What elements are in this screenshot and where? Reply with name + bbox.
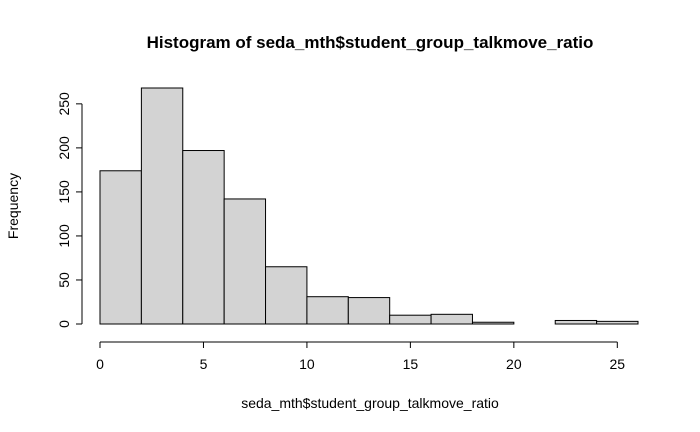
x-tick-label: 20	[506, 356, 522, 372]
histogram-bar	[265, 266, 308, 325]
bars-group	[99, 87, 639, 325]
x-tick-label: 0	[96, 356, 104, 372]
histogram-bar	[471, 321, 515, 325]
histogram-bar	[596, 320, 639, 325]
histogram-bar	[430, 313, 473, 325]
y-axis: 0 50 100 150 200 250	[56, 92, 83, 328]
y-tick-label: 100	[56, 224, 72, 248]
y-tick-label: 250	[56, 92, 72, 116]
chart-title: Histogram of seda_mth$student_group_talk…	[147, 33, 594, 52]
y-tick-label: 0	[56, 320, 72, 328]
x-axis: 0 5 10 15 20 25	[96, 341, 626, 372]
histogram-bar	[223, 198, 267, 325]
histogram-bar	[554, 319, 598, 325]
histogram-bar	[140, 87, 184, 325]
histogram-bar	[99, 170, 142, 325]
histogram-bar	[306, 296, 349, 325]
y-axis-label: Frequency	[5, 173, 21, 239]
x-tick-label: 15	[403, 356, 419, 372]
histogram-bar	[182, 150, 225, 325]
histogram-bar	[347, 297, 391, 325]
x-tick-label: 10	[299, 356, 315, 372]
x-tick-label: 5	[200, 356, 208, 372]
x-axis-label: seda_mth$student_group_talkmove_ratio	[241, 395, 499, 411]
x-tick-label: 25	[610, 356, 626, 372]
y-tick-label: 50	[56, 272, 72, 288]
y-tick-label: 150	[56, 180, 72, 204]
histogram-bar	[389, 314, 432, 325]
y-tick-label: 200	[56, 136, 72, 160]
